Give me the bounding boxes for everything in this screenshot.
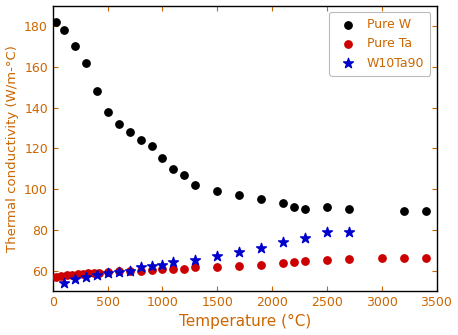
- W10Ta90: [60, 280, 67, 285]
- Pure Ta: [57, 273, 65, 278]
- Pure Ta: [104, 269, 111, 274]
- Pure Ta: [96, 270, 103, 275]
- Pure W: [93, 88, 100, 94]
- Pure Ta: [290, 260, 298, 265]
- Pure W: [148, 144, 155, 149]
- Pure Ta: [115, 268, 122, 273]
- W10Ta90: [235, 250, 243, 255]
- Pure Ta: [126, 268, 133, 273]
- W10Ta90: [213, 254, 221, 259]
- Pure W: [104, 109, 111, 114]
- Pure Ta: [52, 274, 59, 279]
- Pure Ta: [148, 267, 155, 272]
- Pure Ta: [63, 272, 70, 277]
- Pure W: [290, 205, 298, 210]
- Pure Ta: [345, 257, 353, 262]
- W10Ta90: [148, 263, 155, 268]
- W10Ta90: [159, 262, 166, 267]
- Pure Ta: [74, 271, 81, 276]
- Pure W: [159, 156, 166, 161]
- Pure W: [400, 209, 407, 214]
- Pure Ta: [90, 270, 98, 275]
- W10Ta90: [71, 276, 78, 281]
- W10Ta90: [279, 240, 287, 245]
- W10Ta90: [82, 274, 89, 279]
- Pure Ta: [323, 258, 331, 263]
- W10Ta90: [323, 229, 331, 234]
- Pure W: [257, 197, 265, 202]
- W10Ta90: [170, 260, 177, 265]
- W10Ta90: [345, 229, 353, 234]
- Pure Ta: [257, 262, 265, 267]
- Pure Ta: [85, 270, 92, 275]
- Pure W: [71, 44, 78, 49]
- Pure W: [192, 182, 199, 188]
- Pure Ta: [159, 266, 166, 271]
- Y-axis label: Thermal conductivity (W/m-°C): Thermal conductivity (W/m-°C): [5, 45, 19, 252]
- Pure Ta: [79, 271, 87, 276]
- Legend: Pure W, Pure Ta, W10Ta90: Pure W, Pure Ta, W10Ta90: [329, 12, 430, 76]
- Pure W: [60, 27, 67, 33]
- Pure W: [52, 19, 59, 24]
- Pure W: [126, 129, 133, 135]
- Pure Ta: [378, 256, 385, 261]
- Pure W: [345, 207, 353, 212]
- Pure Ta: [422, 256, 429, 261]
- Pure Ta: [400, 256, 407, 261]
- Pure W: [279, 201, 287, 206]
- X-axis label: Temperature (°C): Temperature (°C): [179, 315, 311, 329]
- Pure W: [115, 121, 122, 127]
- Pure Ta: [137, 268, 144, 273]
- Pure W: [422, 209, 429, 214]
- Pure W: [181, 172, 188, 178]
- Pure Ta: [68, 272, 76, 277]
- Pure Ta: [235, 263, 243, 268]
- Pure W: [137, 137, 144, 143]
- W10Ta90: [104, 270, 111, 275]
- W10Ta90: [257, 246, 265, 251]
- Pure Ta: [181, 266, 188, 271]
- Pure Ta: [279, 261, 287, 266]
- W10Ta90: [301, 235, 309, 241]
- Pure W: [170, 166, 177, 172]
- Pure W: [82, 60, 89, 65]
- Pure Ta: [170, 266, 177, 271]
- W10Ta90: [126, 268, 133, 273]
- W10Ta90: [137, 264, 144, 269]
- W10Ta90: [93, 272, 100, 277]
- Pure Ta: [301, 259, 309, 264]
- W10Ta90: [192, 258, 199, 263]
- W10Ta90: [115, 269, 122, 274]
- Pure Ta: [192, 264, 199, 269]
- Pure Ta: [213, 264, 221, 269]
- Pure W: [235, 193, 243, 198]
- Pure W: [301, 207, 309, 212]
- Pure W: [213, 188, 221, 194]
- Pure W: [323, 205, 331, 210]
